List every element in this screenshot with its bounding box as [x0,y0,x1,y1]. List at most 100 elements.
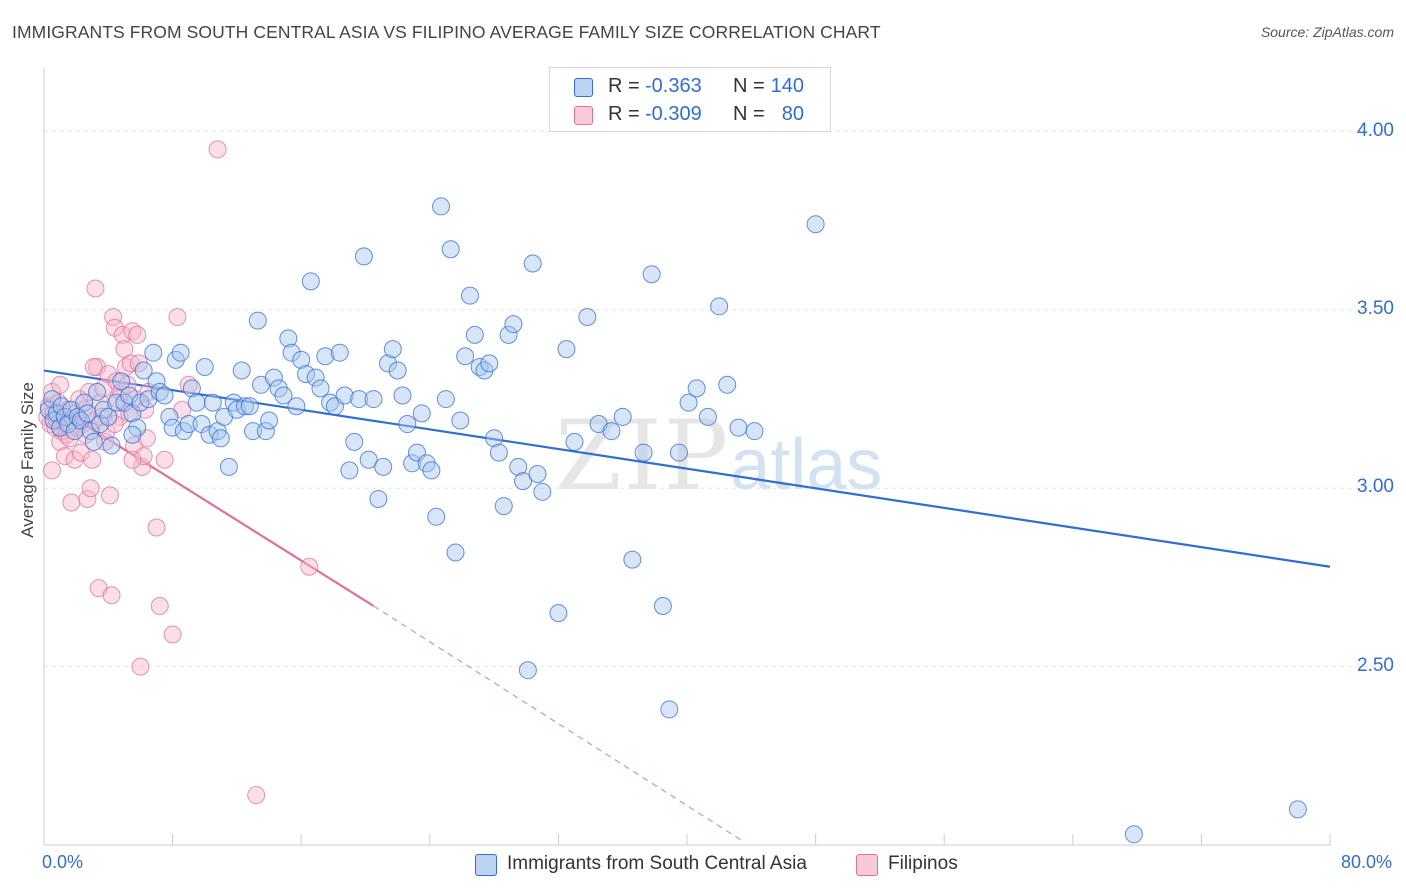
data-point [485,429,504,448]
data-point [698,407,717,426]
data-point [112,372,131,391]
data-point [306,368,325,387]
data-point [52,397,71,416]
data-point [247,786,266,805]
data-point [81,479,100,498]
legend-r-label: R = [608,103,640,125]
data-point [219,457,238,476]
data-point [147,518,166,537]
data-point [182,379,201,398]
data-point [642,265,661,284]
data-point [147,372,166,391]
data-point [150,596,169,615]
data-point [208,140,227,159]
legend-n-label: N = [733,103,765,125]
x-tick-max: 80.0% [1340,852,1392,872]
data-point [422,461,441,480]
data-point [232,361,251,380]
data-point [549,604,568,623]
data-point [557,340,576,359]
data-point [340,461,359,480]
data-point [78,489,97,508]
x-tick-min: 0.0% [42,852,84,872]
data-point [718,375,737,394]
data-point [123,450,142,469]
data-point [297,365,316,384]
data-point [354,247,373,266]
data-point [279,329,298,348]
data-point [105,415,124,434]
data-point [287,397,306,416]
data-point [364,390,383,409]
data-point [62,493,81,512]
data-point [292,350,311,369]
data-point [602,422,621,441]
data-point [144,343,163,362]
data-point [311,379,330,398]
data-point [160,407,179,426]
data-point [403,454,422,473]
data-point [134,447,153,466]
data-point [465,325,484,344]
data-point [187,393,206,412]
data-point [84,432,103,451]
data-point [451,411,470,430]
data-point [260,411,279,430]
data-point [446,543,465,562]
data-point [88,382,107,401]
data-point [470,357,489,376]
data-point [514,472,533,491]
chart-title: IMMIGRANTS FROM SOUTH CENTRAL ASIA VS FI… [12,22,881,42]
data-point [123,322,142,341]
data-point [282,343,301,362]
data-point [195,357,214,376]
data-point [248,311,267,330]
data-point [163,625,182,644]
legend-row-blue: R = -0.363 N = 140 [550,73,830,101]
data-point [179,415,198,434]
data-point [274,386,293,405]
data-point [427,507,446,526]
data-point [43,390,62,409]
data-point [1288,800,1307,819]
data-point [71,443,90,462]
legend-n-value: 140 [770,75,804,97]
data-point [480,354,499,373]
data-point [509,457,528,476]
data-point [613,407,632,426]
correlation-legend: R = -0.363 N = 140 R = -0.309 N = 80 [549,67,831,132]
data-point [374,457,393,476]
data-point [179,375,198,394]
data-point [533,482,552,501]
data-point [316,347,335,366]
data-point [240,397,259,416]
data-point [432,197,451,216]
data-point [203,393,222,412]
data-point [155,386,174,405]
data-point [155,450,174,469]
legend-label: Immigrants from South Central Asia [507,853,807,874]
series-filipinos [38,140,319,805]
legend-r-value: -0.363 [645,75,702,97]
data-point [441,240,460,259]
data-point [243,422,262,441]
legend-row-pink: R = -0.309 N = 80 [550,101,830,129]
data-point [745,422,764,441]
data-point [107,372,126,391]
legend-swatch-pink [856,854,878,876]
data-point [623,550,642,569]
data-point [679,393,698,412]
data-point [235,397,254,416]
source-label: Source: ZipAtlas.com [1260,24,1394,40]
y-tick-label: 3.50 [1357,297,1394,319]
y-axis-label: Average Family Size [18,382,37,538]
data-point [653,596,672,615]
data-point [504,315,523,334]
legend-swatch-pink [574,106,593,125]
legend-swatch-blue [574,78,593,97]
data-point [123,425,142,444]
trend-lines [43,369,1331,842]
data-point [150,382,169,401]
data-point [321,393,340,412]
